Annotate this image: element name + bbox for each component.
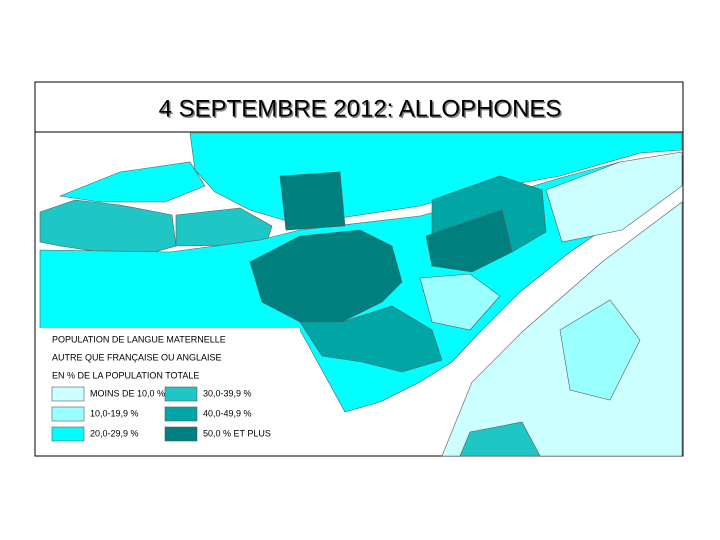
legend-swatch <box>51 406 85 422</box>
legend-swatch <box>51 426 85 442</box>
legend-label: 30,0-39,9 % <box>203 388 252 398</box>
legend-swatch <box>164 386 198 402</box>
map <box>39 132 683 457</box>
region <box>58 161 206 203</box>
legend-label: 10,0-19,9 % <box>90 408 139 418</box>
title-shadow: 4 SEPTEMBRE 2012: ALLOPHONES <box>160 97 563 124</box>
legend-title: AUTRE QUE FRANÇAISE OU ANGLAISE <box>52 352 222 362</box>
region <box>425 209 513 273</box>
region <box>419 273 501 331</box>
legend: POPULATION DE LANGUE MATERNELLE AUTRE QUE… <box>51 334 271 442</box>
legend-title: EN % DE LA POPULATION TOTALE <box>52 370 199 380</box>
legend-label: 40,0-49,9 % <box>203 408 252 418</box>
legend-swatch <box>51 386 85 402</box>
region <box>299 305 443 373</box>
legend-label: 20,0-29,9 % <box>90 428 139 438</box>
legend-swatch <box>164 426 198 442</box>
legend-label: 50,0 % ET PLUS <box>203 428 271 438</box>
legend-swatch <box>164 406 198 422</box>
region <box>545 151 683 243</box>
legend-title: POPULATION DE LANGUE MATERNELLE <box>52 334 226 344</box>
title: 4 SEPTEMBRE 2012: ALLOPHONES <box>159 95 562 122</box>
region <box>175 207 273 247</box>
region <box>459 421 541 457</box>
region <box>249 229 403 323</box>
region <box>279 171 346 231</box>
region <box>39 199 177 257</box>
legend-label: MOINS DE 10,0 % <box>90 388 165 398</box>
region <box>559 299 641 401</box>
